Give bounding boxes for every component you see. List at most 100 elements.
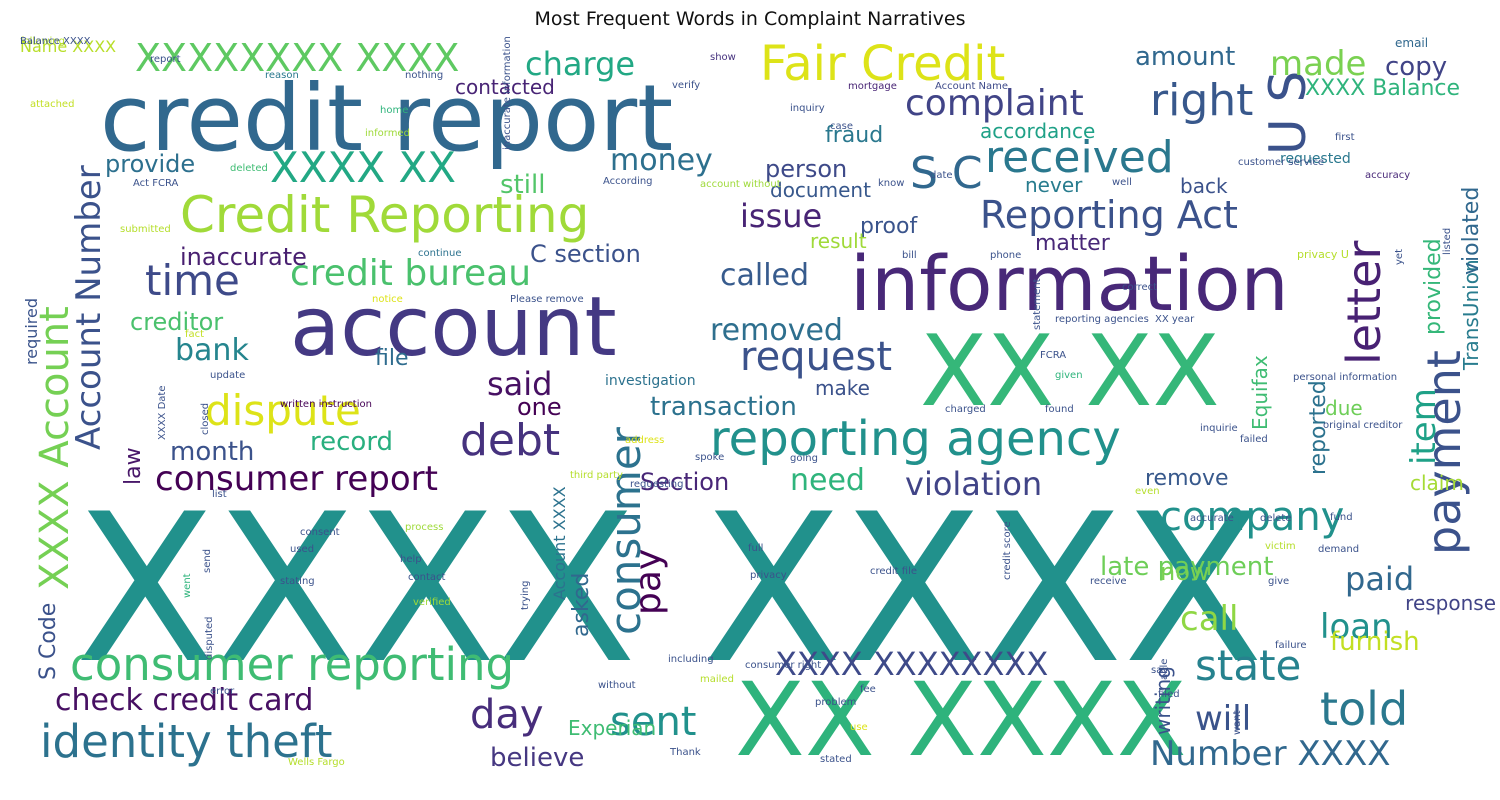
word-informed-116: informed (365, 128, 410, 139)
word-inquiry-105: inquiry (790, 103, 825, 114)
word-delete-151: delete (1260, 513, 1292, 524)
word-account-name-107: Account Name (935, 81, 1008, 92)
word-xxxx-account-28: XXXX Account (32, 306, 78, 590)
word-customer-service-186: customer service (1238, 157, 1324, 168)
word-now-76: now (1160, 558, 1210, 586)
word-transunion-68: TransUnion (1459, 259, 1483, 371)
word-send-161: send (202, 549, 213, 573)
word-disputed-170: disputed (204, 617, 215, 660)
word-failed-143: failed (1240, 434, 1268, 445)
word-received-16: received (985, 132, 1174, 183)
word-c-section-88: C section (530, 240, 641, 268)
word-time-24: time (145, 256, 240, 305)
word-privacy-u-104: privacy U (1297, 248, 1349, 261)
word-law-98: law (121, 447, 146, 485)
word-fund-152: fund (1330, 512, 1353, 523)
word-record-57: record (310, 427, 393, 457)
word-including-171: including (668, 654, 714, 665)
word-xxxx-xx-12: XXXX XX (270, 143, 456, 192)
word-inaccurate-54: inaccurate (180, 243, 307, 271)
word-asked-96: asked (569, 573, 594, 637)
word-paid-52: paid (1345, 560, 1414, 598)
word-transaction-60: transaction (650, 392, 797, 422)
word-xxxx-balance-94: XXXX Balance (1305, 76, 1460, 101)
word-thank-182: Thank (669, 747, 701, 758)
word-even-149: even (1135, 486, 1160, 497)
word-consumer-right-173: consumer right (745, 660, 821, 671)
word-s-c-15: S C (910, 148, 983, 199)
word-address-141: address (625, 435, 664, 446)
word-found-138: found (1045, 404, 1074, 415)
word-inaccurate-information-191: inaccurate information (502, 36, 513, 150)
word-sent-34: sent (610, 699, 696, 745)
word-still-64: still (500, 170, 545, 200)
figure-title: Most Frequent Words in Complaint Narrati… (534, 8, 966, 30)
word-account-without-120: account without (700, 179, 781, 190)
word-reported-71: reported (1306, 380, 1331, 475)
word-said-46: said (487, 365, 552, 403)
word-company-31: company (1160, 494, 1344, 540)
word-according-119: According (603, 176, 653, 187)
word-provided-70: provided (1421, 238, 1446, 335)
word-money-42: money (610, 143, 713, 178)
word-xx-xxxx-1: XX XXXX (735, 661, 1187, 780)
word-back-79: back (1180, 174, 1228, 198)
word-fair-credit-7: Fair Credit (760, 36, 1005, 92)
word-first-187: first (1335, 132, 1355, 143)
word-know-117: know (878, 178, 904, 189)
word-matter-87: matter (1035, 231, 1111, 256)
word-result-86: result (810, 229, 867, 253)
word-original-creditor-139: original creditor (1323, 420, 1403, 431)
word-need-53: need (790, 463, 865, 498)
word-personal-information-140: personal information (1293, 372, 1397, 383)
word-person-63: person (765, 155, 847, 183)
word-xxxx-date-196: XXXX Date (157, 386, 168, 440)
word-will-51: will (1195, 699, 1251, 739)
word-victim-153: victim (1265, 541, 1296, 552)
word-payment-20: payment (1417, 350, 1471, 555)
word-complaint-17: complaint (905, 83, 1084, 124)
word-contact-165: contact (408, 572, 446, 583)
word-s-code-99: S Code (36, 603, 61, 680)
word-statement-192: statement (1032, 278, 1043, 330)
word-act-fcra-118: Act FCRA (133, 178, 179, 189)
word-case-108: case (830, 121, 853, 132)
word-removed-44: removed (710, 313, 843, 348)
word-number-xxxx-36: Number XXXX (1150, 734, 1391, 774)
word-verify-110: verify (672, 80, 700, 91)
word-closed-135: closed (200, 403, 211, 435)
word-month-58: month (170, 437, 254, 467)
word-verified-167: verified (413, 597, 451, 608)
word-full-155: full (748, 543, 763, 554)
word-without-174: without (598, 680, 636, 691)
word-experian-97: Experian (568, 716, 656, 740)
word-xx-xx-5: XX XX (920, 315, 1220, 429)
word-reporting-agency-8: reporting agency (710, 411, 1121, 467)
word-fee-178: fee (860, 684, 876, 695)
word-stated-183: stated (820, 754, 852, 765)
word-attached-113: attached (30, 99, 74, 110)
word-phone-126: phone (990, 250, 1021, 261)
word-believe-59: believe (490, 743, 584, 773)
word-credit-score-195: credit score (1002, 521, 1013, 580)
word-charged-137: charged (945, 404, 986, 415)
word-trying-162: trying (520, 581, 531, 610)
word-show-109: show (710, 52, 736, 63)
word-equifax-72: Equifax (1248, 355, 1272, 430)
word-reason-114: reason (265, 70, 299, 81)
word-problem-180: problem (815, 697, 856, 708)
word-went-160: went (182, 573, 193, 598)
word-name-xxxx-101: Name XXXX (20, 37, 116, 56)
word-call-50: call (1180, 599, 1238, 639)
word-well-185: well (1112, 177, 1132, 188)
word-debt-23: debt (460, 415, 560, 466)
word-account-3: account (290, 280, 617, 375)
word-stating-166: stating (280, 576, 315, 587)
word-consent-156: consent (300, 527, 340, 538)
word-bank-47: bank (175, 333, 249, 368)
word-credit-reporting-6: Credit Reporting (180, 186, 589, 244)
word-say-175: say (1151, 665, 1168, 676)
word-list-148: list (212, 489, 227, 500)
word-request-30: request (740, 334, 892, 380)
